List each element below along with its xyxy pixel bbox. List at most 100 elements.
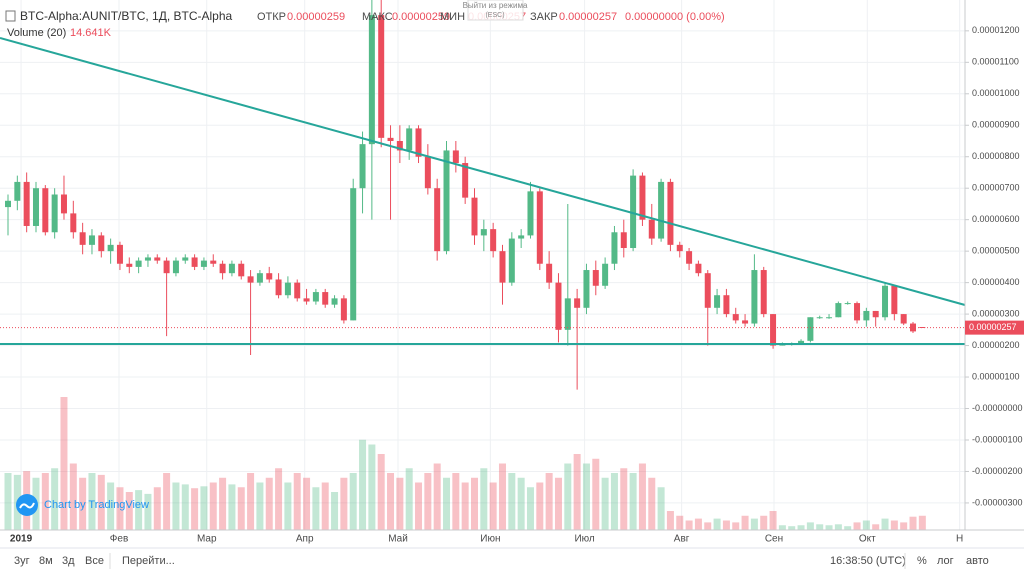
open-label: ОТКР <box>257 11 286 23</box>
volume-bar <box>135 490 143 530</box>
candle-body <box>844 303 851 305</box>
candle-body <box>51 194 58 233</box>
x-tick-label: Н <box>956 534 963 545</box>
trend-line[interactable] <box>0 37 966 306</box>
candle-body <box>107 244 114 252</box>
volume-bar <box>293 473 301 530</box>
candle-body <box>798 340 805 344</box>
candle-body <box>462 163 469 198</box>
candle-body <box>854 303 861 321</box>
candle-body <box>70 213 77 233</box>
x-tick-label: Сен <box>765 534 783 545</box>
volume-bar <box>648 477 656 530</box>
volume-bar <box>237 487 245 530</box>
volume-bar <box>480 468 488 530</box>
y-tick-label: 0.00000700 <box>972 183 1020 193</box>
y-tick-label: 0.00000400 <box>972 277 1020 287</box>
candle-body <box>760 270 767 315</box>
auto-button[interactable]: авто <box>966 555 989 567</box>
candle-body <box>714 295 721 308</box>
volume-bar <box>424 473 432 530</box>
volume-bar <box>909 516 917 530</box>
candle-body <box>256 273 263 283</box>
candle-body <box>79 232 86 245</box>
volume-bar <box>461 482 469 530</box>
volume-bar <box>760 515 768 530</box>
x-tick-label: Июн <box>480 534 500 545</box>
volume-bar <box>601 477 609 530</box>
candle-body <box>284 282 291 296</box>
volume-bar <box>788 526 796 530</box>
volume-bar <box>415 482 423 530</box>
candle-body <box>620 232 627 249</box>
candle-body <box>611 232 618 264</box>
watermark[interactable]: Chart by TradingView <box>44 499 149 511</box>
range-button[interactable]: 3д <box>62 555 75 567</box>
candle-body <box>872 310 879 318</box>
volume-bar <box>191 488 199 530</box>
clock: 16:38:50 (UTC) <box>830 555 906 567</box>
volume-bar <box>69 463 77 530</box>
candle-body <box>816 317 823 319</box>
collapse-icon[interactable] <box>5 10 16 22</box>
volume-bar <box>172 482 180 530</box>
y-tick-label: 0.00000600 <box>972 214 1020 224</box>
volume-bar <box>657 487 665 530</box>
candle-body <box>126 263 133 267</box>
volume-bar <box>312 487 320 530</box>
exit-fullscreen: Выйти из режима <box>463 1 528 10</box>
volume-bar <box>750 518 758 530</box>
volume-bar <box>844 526 852 530</box>
volume-bar <box>228 484 236 530</box>
x-tick-label: Июл <box>574 534 594 545</box>
candle-body <box>480 229 487 236</box>
candle-body <box>658 181 665 239</box>
exit-key: (ESC) <box>485 12 504 19</box>
volume-bar <box>107 482 115 530</box>
volume-bar <box>41 473 49 530</box>
symbol: BTC-Alpha:AUNIT/BTC, 1Д, BTC-Alpha <box>20 9 233 23</box>
candle-body <box>5 200 11 208</box>
volume-bar <box>368 444 376 530</box>
volume-bar <box>331 492 339 530</box>
candle-body <box>555 282 562 330</box>
volume-bar <box>471 477 478 530</box>
volume-label: Volume (20) <box>7 27 66 39</box>
range-button[interactable]: 8м <box>39 555 53 567</box>
exit-fullscreen-box[interactable] <box>467 0 524 21</box>
log-button[interactable]: лог <box>937 555 954 567</box>
range-button[interactable]: 3уг <box>14 555 30 567</box>
x-tick-label: Май <box>388 534 408 545</box>
volume-bar <box>433 463 441 530</box>
volume-bar <box>116 487 124 530</box>
volume-bar <box>209 482 217 530</box>
volume-bar <box>638 463 646 530</box>
last-price-box <box>965 320 1024 335</box>
candle-body <box>116 244 123 264</box>
candle-body <box>732 314 739 321</box>
volume-bar <box>834 524 842 530</box>
volume-bar <box>806 522 814 530</box>
y-tick-label: 0.00000800 <box>972 151 1020 161</box>
volume-bar <box>60 397 68 530</box>
candle-body <box>499 251 506 283</box>
goto-button[interactable]: Перейти... <box>122 555 175 567</box>
percent-button[interactable]: % <box>917 555 927 567</box>
candle-body <box>387 137 394 141</box>
volume-bar <box>498 463 506 530</box>
volume-bar <box>816 524 824 530</box>
candle-body <box>583 270 590 308</box>
volume-bar <box>666 511 674 530</box>
x-tick-label: Фев <box>110 534 128 545</box>
range-button[interactable]: Все <box>85 555 104 567</box>
candle-body <box>592 270 599 286</box>
candle-body <box>368 15 375 145</box>
volume-bar <box>900 522 908 530</box>
candle-body <box>415 128 422 157</box>
candle-body <box>210 260 217 264</box>
volume-bar <box>97 474 105 530</box>
price-pane <box>0 0 965 390</box>
volume-bar <box>797 525 805 530</box>
candle-body <box>826 317 833 319</box>
volume-bar <box>359 439 367 530</box>
